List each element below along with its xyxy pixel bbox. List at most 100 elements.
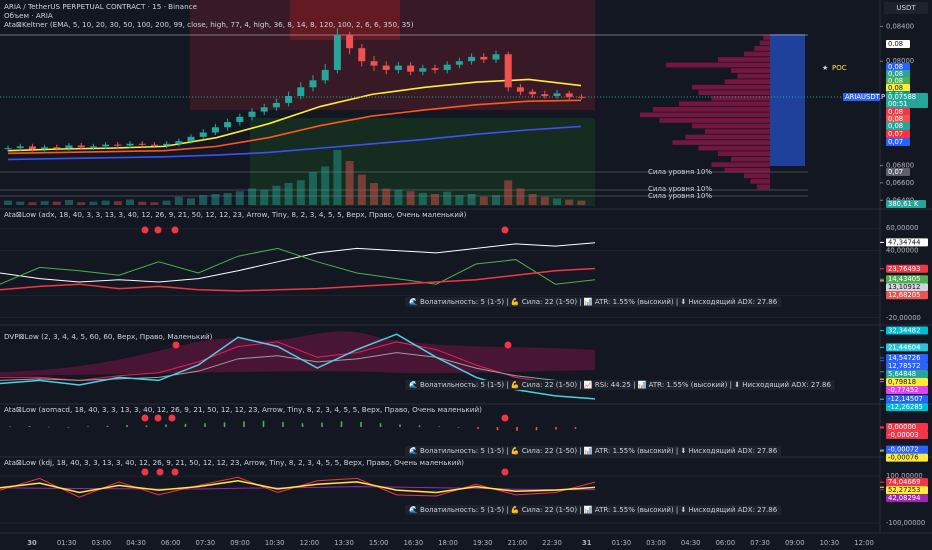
- price-badge: 0,08: [888, 84, 903, 92]
- volume-bar: [553, 198, 561, 205]
- countdown: 00:51: [888, 100, 908, 108]
- value-badge-bg: [886, 343, 928, 352]
- value-badge: -0,00076: [888, 454, 919, 462]
- price-badge-bg: [886, 84, 910, 92]
- volume-bar: [223, 192, 232, 205]
- volume-bar: [333, 150, 342, 205]
- profile-bar: [640, 112, 770, 118]
- pane-title[interactable]: Ata⊠Low (adx, 18, 40, 3, 3, 13, 3, 40, 1…: [4, 210, 467, 219]
- indicator-title[interactable]: Ata⊠Keltner (EMA, 5, 10, 20, 30, 50, 100…: [4, 20, 414, 29]
- dvp-band: [0, 331, 595, 376]
- price-badge-bg: [886, 70, 910, 78]
- price-badge: 0,07: [888, 130, 903, 138]
- profile-bar: [744, 51, 770, 57]
- histogram-bar: [223, 422, 226, 428]
- value-badge: -12,26285: [888, 403, 923, 411]
- candle-body: [492, 54, 500, 60]
- value-badge-bg: [886, 486, 928, 495]
- value-badge: -0,00072: [888, 446, 919, 454]
- volume-bar: [394, 189, 403, 205]
- volume-bar: [28, 202, 37, 205]
- value-badge: 74,04669: [888, 478, 920, 486]
- pane-title[interactable]: DVP⊠Low (2, 3, 4, 4, 5, 60, 60, Верх, Пр…: [4, 332, 213, 341]
- profile-bar: [711, 95, 770, 101]
- value-badge-bg: [886, 361, 928, 370]
- candle-body: [516, 87, 524, 92]
- profile-bar: [731, 68, 770, 73]
- histogram-bar: [535, 427, 538, 431]
- currency-button[interactable]: [884, 2, 928, 14]
- profile-bar: [724, 79, 770, 85]
- price-badge-bg: [886, 40, 910, 48]
- pane-title[interactable]: Ata⊠Low (aomacd, 18, 40, 3, 3, 13, 3, 40…: [4, 405, 482, 414]
- status-text: 🌊 Волатильность: 5 (1-5) | 💪 Сила: 22 (1…: [409, 505, 778, 514]
- volume-bar: [296, 180, 305, 205]
- time-label: 06:00: [161, 539, 181, 547]
- value-badge: -12,14507: [888, 395, 923, 403]
- volume-bar: [492, 195, 500, 205]
- volume-bar: [162, 200, 171, 205]
- profile-bar: [763, 35, 770, 40]
- volume-bar: [443, 191, 452, 205]
- signal-dot: [172, 341, 180, 349]
- time-label: 01:30: [57, 539, 77, 547]
- value-badge: -0,77452: [888, 386, 919, 394]
- volume-bar: [235, 191, 244, 205]
- time-label: 12:00: [300, 539, 320, 547]
- histogram-bar: [165, 424, 167, 428]
- candle-body: [175, 141, 183, 144]
- time-label: 04:30: [126, 539, 146, 547]
- candle-body: [102, 144, 110, 147]
- symbol-badge: ARIAUSDT.P: [845, 93, 885, 101]
- last-price: 0,07588: [888, 93, 916, 101]
- volume-bar: [113, 201, 122, 205]
- candle-body: [285, 95, 293, 103]
- profile-bar: [692, 123, 770, 129]
- volume-bar: [126, 199, 134, 205]
- price-badge: 0,08: [888, 77, 903, 85]
- indicator-line: [0, 242, 596, 283]
- volume-bar: [272, 185, 281, 205]
- profile-bar: [698, 145, 770, 151]
- value-badge: 14,54726: [888, 354, 920, 362]
- signal-dot: [141, 414, 149, 422]
- volume-bar: [479, 196, 488, 205]
- time-label: 19:30: [473, 539, 493, 547]
- candle-body: [297, 87, 305, 96]
- ema-line: [7, 125, 582, 161]
- volume-bar: [52, 201, 61, 205]
- price-badge: 0,07: [888, 138, 903, 146]
- candle-body: [370, 61, 378, 66]
- volume-title[interactable]: Объем · ARIA: [4, 11, 53, 20]
- time-label: 09:00: [785, 539, 805, 547]
- volume-bar: [138, 201, 147, 205]
- candle-body: [65, 145, 73, 149]
- pane-tick-label: -20,00000: [886, 314, 921, 322]
- time-label: 13:30: [334, 539, 354, 547]
- currency[interactable]: USDT: [896, 4, 916, 12]
- candle-body: [28, 146, 36, 149]
- value-badge-bg: [886, 478, 928, 487]
- candle-body: [77, 145, 85, 148]
- histogram-bar: [418, 425, 421, 428]
- volume-bar: [370, 183, 378, 205]
- candle-body: [358, 48, 366, 62]
- price-tick-label: 0,08000: [886, 57, 914, 65]
- value-badge-bg: [886, 453, 928, 462]
- histogram-bar: [574, 427, 577, 429]
- symbol-title[interactable]: ARIA / TetherUS PERPETUAL CONTRACT · 15 …: [4, 2, 198, 11]
- profile-bar: [731, 156, 770, 162]
- level-label: Сила уровня 10%: [648, 192, 712, 200]
- time-label: 07:30: [196, 539, 216, 547]
- time-label: 18:00: [438, 539, 458, 547]
- value-badge-bg: [886, 369, 928, 378]
- profile-bar: [737, 73, 770, 79]
- signal-dot: [168, 414, 176, 422]
- candle-body: [346, 35, 354, 49]
- price-badge-bg: [886, 122, 910, 130]
- pane-title[interactable]: Ata⊠Low (kdj, 18, 40, 3, 3, 13, 3, 40, 1…: [4, 458, 464, 467]
- candle-body: [260, 107, 268, 112]
- time-label: 04:30: [681, 539, 701, 547]
- countdown-bg: [886, 100, 928, 109]
- profile-bar: [692, 84, 770, 90]
